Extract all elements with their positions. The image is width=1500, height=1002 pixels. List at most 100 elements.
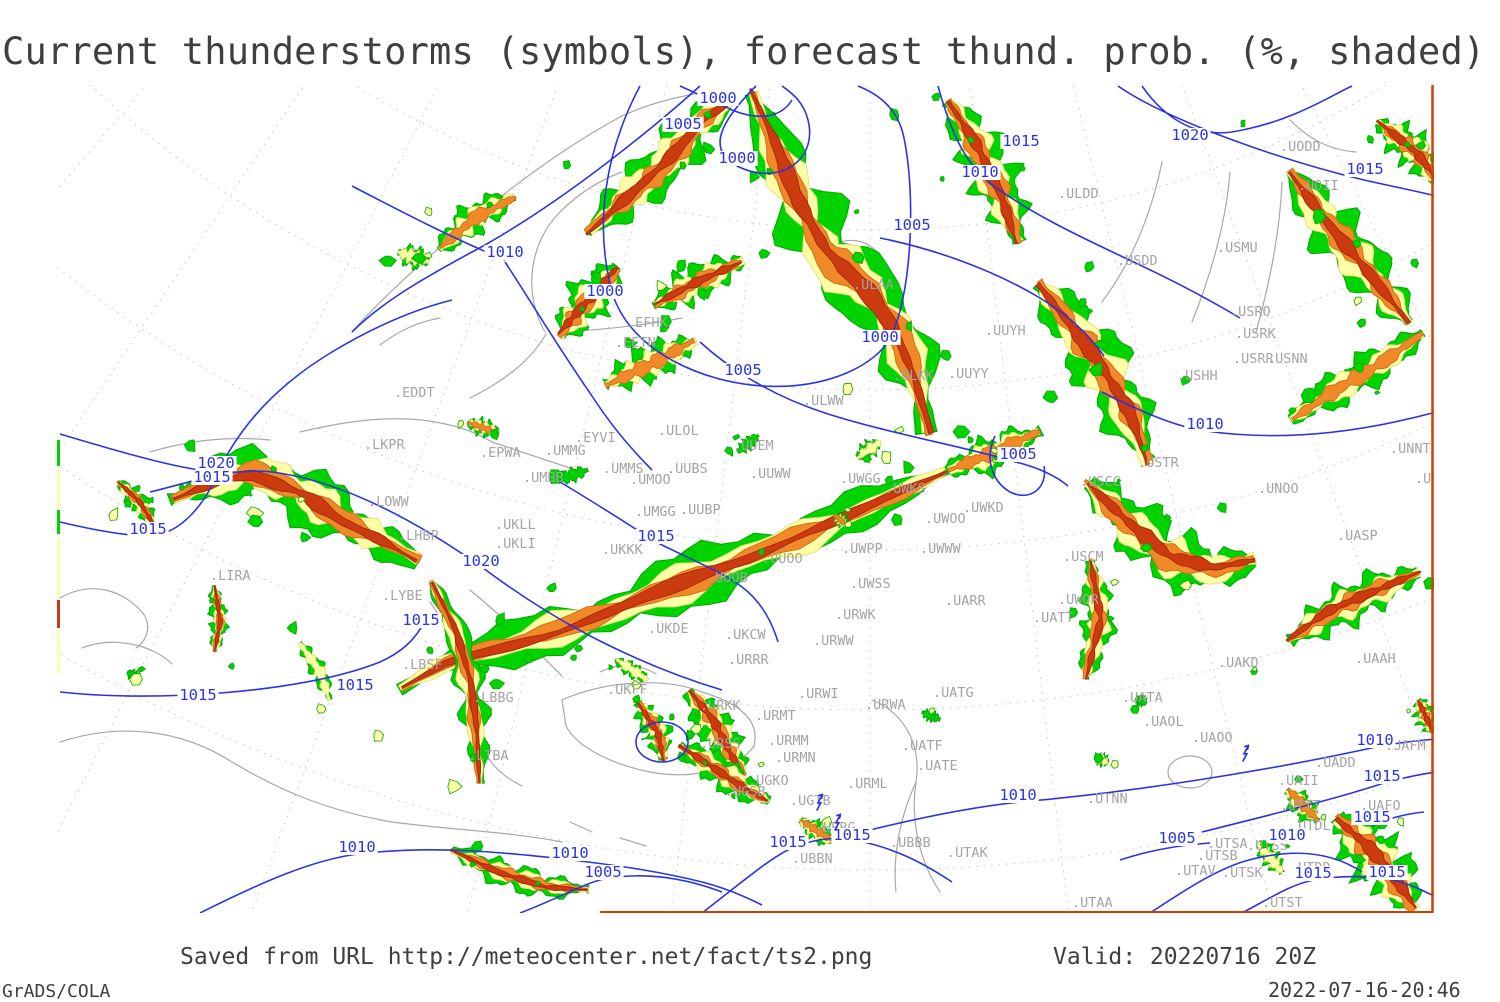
prob-speckle: [546, 582, 557, 593]
station-label: .UKDE: [648, 621, 689, 637]
station-label: .LYBE: [382, 588, 423, 604]
prob-speckle: [1356, 318, 1367, 328]
isobar-label: 1015: [1353, 808, 1390, 826]
edge-clipped-shading: [57, 600, 60, 628]
station-label: .UBBB: [890, 835, 931, 851]
isobar-line: [701, 837, 953, 913]
station-label: .EYVI: [575, 430, 616, 446]
prob-speckle: [1139, 543, 1153, 553]
prob-shade-region: [687, 689, 745, 776]
prob-shade-region: [1291, 331, 1425, 422]
prob-speckle: [697, 288, 706, 301]
prob-speckle: [842, 382, 854, 395]
isobar-label-box: [1000, 134, 1042, 149]
prob-speckle: [410, 252, 428, 265]
edge-clipped-shading: [57, 470, 60, 508]
isobar-label-box: [697, 91, 739, 106]
station-label: .UMBB: [523, 470, 564, 486]
station-label: .URMN: [775, 750, 816, 766]
prob-speckle: [967, 136, 975, 145]
prob-speckle: [227, 662, 235, 671]
isobar-label-box: [767, 835, 809, 850]
prob-speckle: [424, 207, 433, 216]
station-labels: .ULDD .UODD .UOII .USMU .USDD .USRO .USRK .USRR…: [210, 139, 1456, 911]
prob-speckle: [884, 475, 893, 485]
prob-speckle: [1078, 298, 1087, 308]
prob-shade-region: [554, 466, 589, 486]
prob-speckle: [1018, 165, 1026, 172]
isobar-label: 1015: [1363, 767, 1400, 785]
isobar-label-box: [1354, 733, 1396, 748]
station-label: .UUOO: [762, 551, 803, 567]
coastline: [59, 588, 149, 649]
station-label: .URWA: [865, 697, 906, 713]
prob-speckle: [732, 433, 741, 441]
station-label: .UTAA: [1072, 895, 1113, 911]
isobar-label-box: [127, 522, 169, 537]
prob-speckle: [137, 666, 146, 673]
prob-shade-region: [1082, 558, 1108, 680]
edge-clipped-shading: [57, 538, 60, 596]
isobar-label-box: [997, 788, 1039, 803]
prob-speckle: [1312, 209, 1326, 225]
isobar-label-box: [1169, 128, 1211, 143]
prob-speckle: [1107, 615, 1115, 623]
station-label: .UTSB: [1197, 848, 1238, 864]
prob-shade-region: [603, 337, 696, 389]
isobar-label: 1005: [664, 115, 701, 133]
prob-speckle: [1240, 119, 1246, 128]
isobar-line: [1101, 391, 1434, 437]
isobar-label: 1015: [193, 468, 230, 486]
isobar-label-box: [891, 218, 933, 233]
isobar-line: [602, 85, 912, 388]
isobar-label: 1000: [718, 149, 755, 167]
station-label: .UASP: [1337, 528, 1378, 544]
station-label: .UAOO: [1192, 730, 1233, 746]
prob-shade-region: [428, 579, 485, 784]
prob-speckle: [1353, 362, 1365, 373]
station-label: .EETN: [615, 335, 656, 351]
prob-speckle: [1110, 760, 1119, 769]
isobar-label-box: [584, 284, 626, 299]
prob-speckle: [549, 469, 561, 484]
source-note: Saved from URL http://meteocenter.net/fa…: [180, 944, 873, 970]
prob-speckle: [270, 465, 278, 473]
prob-shading: [108, 87, 1434, 913]
isobar-label-box: [1361, 769, 1403, 784]
station-label: .USTR: [1138, 455, 1180, 471]
prob-speckle: [523, 653, 534, 663]
station-label: .UTTT: [1280, 798, 1321, 814]
coastline: [1101, 161, 1163, 303]
prob-shade-region: [297, 641, 332, 702]
station-label: .UNBB: [1415, 471, 1456, 487]
isobar-label-box: [1156, 831, 1198, 846]
station-label: .UKLL: [495, 517, 536, 533]
isobar-label: 1005: [893, 216, 930, 234]
prob-shade-region: [557, 265, 619, 335]
station-label: .UWSS: [850, 576, 891, 592]
coastline: [59, 730, 563, 843]
isobar-label: 1010: [338, 838, 375, 856]
prob-speckle: [939, 176, 945, 182]
station-label: .UMGG: [635, 504, 676, 520]
prob-speckle: [1288, 407, 1297, 415]
prob-speckle: [694, 710, 701, 716]
prob-shade-region: [635, 700, 665, 762]
prob-speckle: [1137, 698, 1143, 704]
prob-speckle: [1164, 513, 1172, 521]
station-label: .UUOB: [707, 570, 748, 586]
station-label: .URWI: [798, 686, 839, 702]
prob-speckle: [730, 792, 736, 800]
station-label: .URSS: [700, 736, 741, 752]
isobar-line: [504, 261, 653, 471]
prob-shade-region: [1083, 479, 1258, 585]
isobar-label-box: [400, 613, 442, 628]
prob-speckle: [656, 279, 668, 292]
station-label: .EPWA: [480, 445, 521, 461]
prob-speckle: [1216, 502, 1227, 513]
prob-speckle: [124, 499, 132, 508]
prob-speckle: [1355, 854, 1367, 864]
prob-speckle: [574, 644, 584, 653]
prob-speckle: [148, 496, 154, 504]
